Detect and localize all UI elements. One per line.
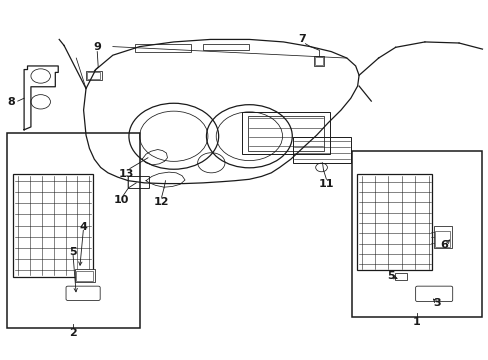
Text: 4: 4 bbox=[80, 222, 87, 232]
Text: 9: 9 bbox=[93, 42, 101, 52]
Bar bbox=[128, 176, 149, 188]
Bar bbox=[203, 44, 249, 50]
Bar bbox=[356, 174, 431, 270]
FancyBboxPatch shape bbox=[66, 286, 100, 301]
Bar bbox=[75, 269, 95, 282]
Text: 3: 3 bbox=[432, 298, 440, 308]
Text: 11: 11 bbox=[318, 179, 333, 189]
Bar bbox=[76, 271, 93, 281]
Bar bbox=[434, 230, 449, 247]
Text: 1: 1 bbox=[412, 317, 420, 327]
Text: 10: 10 bbox=[114, 195, 129, 205]
Bar bbox=[247, 116, 324, 150]
Text: 5: 5 bbox=[69, 247, 77, 257]
Bar bbox=[433, 226, 451, 248]
Text: 5: 5 bbox=[386, 271, 394, 281]
Bar bbox=[351, 150, 482, 317]
Bar bbox=[13, 174, 93, 277]
Text: 7: 7 bbox=[298, 35, 305, 44]
Bar bbox=[394, 273, 406, 280]
Bar bbox=[87, 72, 100, 78]
Text: 2: 2 bbox=[69, 328, 77, 338]
Bar bbox=[293, 137, 350, 163]
FancyBboxPatch shape bbox=[415, 286, 452, 302]
Bar bbox=[242, 112, 329, 154]
Bar bbox=[135, 44, 190, 51]
Text: 13: 13 bbox=[119, 168, 134, 179]
Text: 6: 6 bbox=[440, 240, 447, 250]
Text: 12: 12 bbox=[154, 197, 169, 207]
Bar bbox=[86, 71, 102, 80]
Bar bbox=[314, 57, 323, 65]
Text: 8: 8 bbox=[7, 97, 15, 107]
Bar bbox=[6, 134, 140, 328]
Bar bbox=[313, 56, 324, 66]
